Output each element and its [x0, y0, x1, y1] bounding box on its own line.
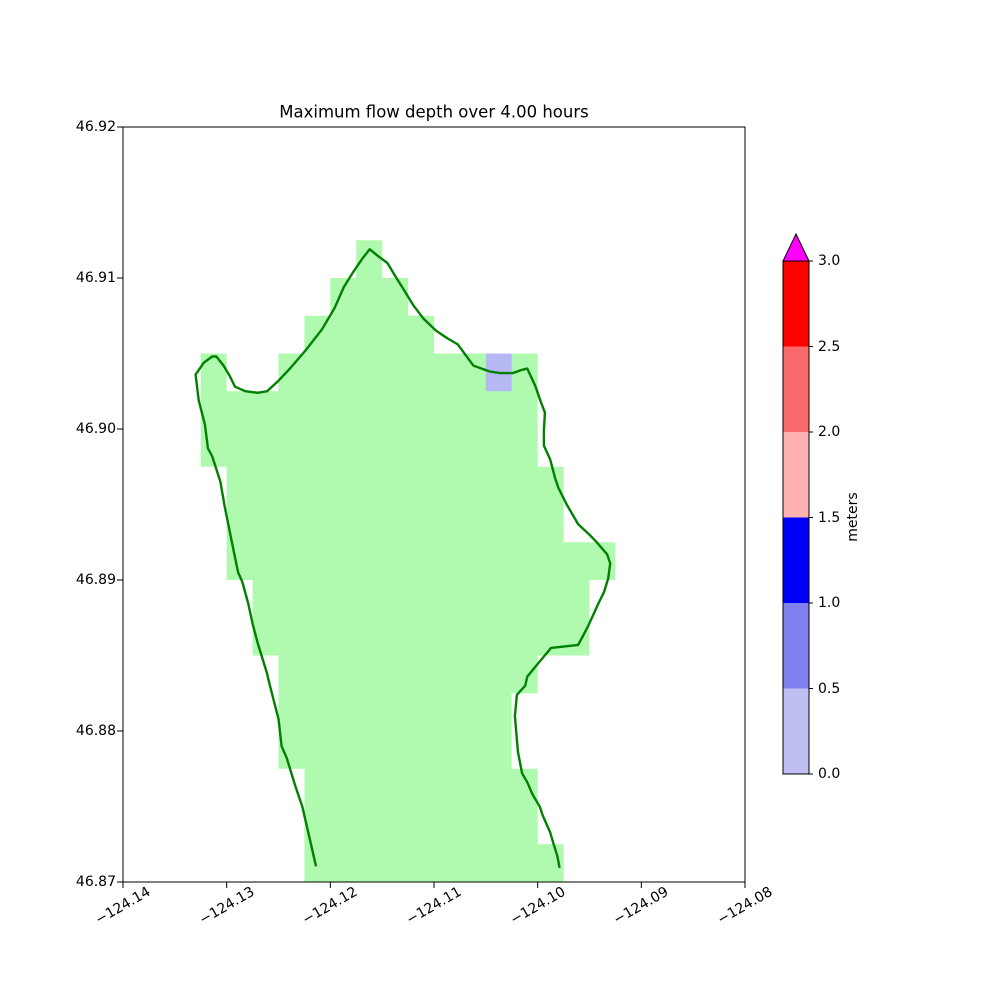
- colorbar-label: meters: [845, 492, 861, 542]
- y-tick-label: 46.87: [75, 874, 116, 890]
- y-tick-label: 46.88: [75, 723, 116, 739]
- colorbar-tick-label: 0.5: [818, 680, 841, 697]
- chart-title: Maximum flow depth over 4.00 hours: [279, 102, 589, 122]
- colorbar-segment: [783, 261, 809, 347]
- y-tick-label: 46.90: [75, 421, 116, 437]
- y-tick-label: 46.92: [75, 119, 116, 135]
- colorbar-segment: [783, 432, 809, 518]
- colorbar-tick-label: 0.0: [818, 766, 841, 782]
- colorbar-tick-label: 2.5: [818, 338, 841, 355]
- colorbar-tick-label: 2.0: [818, 424, 841, 440]
- colorbar-tick-label: 3.0: [818, 253, 841, 269]
- y-tick-label: 46.91: [75, 270, 116, 286]
- y-tick-label: 46.89: [75, 572, 116, 588]
- colorbar-segment: [783, 688, 809, 774]
- colorbar-tick-label: 1.0: [818, 595, 841, 611]
- colorbar-segment: [783, 517, 809, 603]
- shoreline-contour: [194, 248, 612, 869]
- land-region: [200, 240, 616, 882]
- colorbar-over-arrow: [782, 232, 810, 262]
- colorbar-tick-label: 1.5: [818, 509, 841, 526]
- colorbar-segment: [783, 346, 809, 432]
- colorbar-segment: [783, 603, 809, 689]
